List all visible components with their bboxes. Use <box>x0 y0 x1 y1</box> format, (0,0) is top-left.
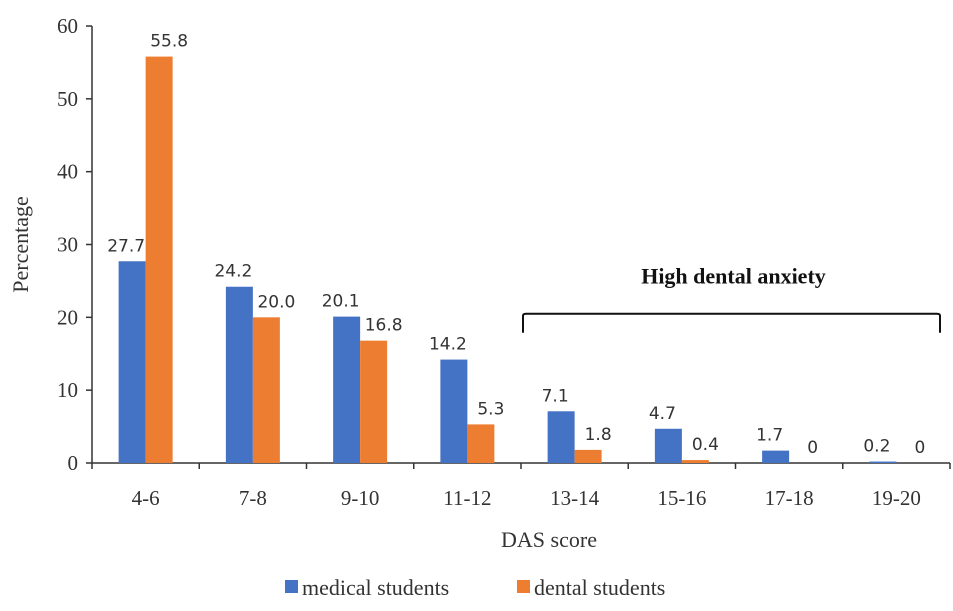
data-labels-group: 27.7 55.8 24.220.0 20.116.8 14.2 5.3 7.1 1.8 4.7… <box>107 32 925 458</box>
data-label-dental-19-20: 0 <box>914 438 925 458</box>
x-tick-label: 13-14 <box>550 486 599 510</box>
bar-medical-4-6 <box>118 261 146 463</box>
data-label-dental-9-10: 16.8 <box>365 316 403 336</box>
bar-medical-7-8 <box>225 286 253 463</box>
legend-swatch-dental <box>517 580 530 593</box>
data-label-medical-4-6: 27.7 <box>107 236 145 256</box>
high-anxiety-annotation: High dental anxiety <box>522 264 941 333</box>
x-tick-group: 4-6 7-8 9-10 11-12 13-14 15-16 17-18 19-20 <box>91 463 951 510</box>
x-tick-label: 9-10 <box>341 486 380 510</box>
data-label-medical-19-20: 0.2 <box>863 437 890 457</box>
y-tick-label: 0 <box>68 451 79 475</box>
y-axis-title: Percentage <box>8 196 33 293</box>
data-label-dental-17-18: 0 <box>807 438 818 458</box>
bar-medical-15-16 <box>654 428 682 463</box>
bar-dental-11-12 <box>467 424 495 463</box>
data-label-dental-4-6: 55.8 <box>150 32 188 52</box>
data-label-medical-17-18: 1.7 <box>756 426 783 446</box>
data-label-medical-13-14: 7.1 <box>542 386 569 406</box>
y-tick-label: 10 <box>57 378 78 402</box>
legend-swatch-medical <box>285 580 298 593</box>
bar-dental-4-6 <box>145 56 173 464</box>
annotation-label: High dental anxiety <box>641 264 826 289</box>
bar-medical-19-20 <box>869 461 897 463</box>
x-tick-label: 4-6 <box>132 486 160 510</box>
data-label-dental-15-16: 0.4 <box>692 435 719 455</box>
x-tick-label: 19-20 <box>872 486 921 510</box>
bar-medical-13-14 <box>547 411 575 463</box>
data-label-dental-7-8: 20.0 <box>257 292 295 312</box>
data-label-medical-11-12: 14.2 <box>429 335 467 355</box>
data-label-medical-15-16: 4.7 <box>649 404 676 424</box>
bar-dental-13-14 <box>574 449 602 463</box>
y-tick-label: 20 <box>57 305 78 329</box>
data-label-medical-9-10: 20.1 <box>322 292 360 312</box>
x-tick-label: 15-16 <box>657 486 706 510</box>
x-tick-label: 7-8 <box>239 486 267 510</box>
legend: medical students dental students <box>285 575 665 600</box>
legend-label-medical: medical students <box>302 575 449 600</box>
x-tick-label: 17-18 <box>765 486 814 510</box>
bar-medical-11-12 <box>440 359 468 463</box>
legend-label-dental: dental students <box>534 575 665 600</box>
bar-dental-9-10 <box>360 340 388 463</box>
bar-dental-7-8 <box>252 317 280 463</box>
bar-medical-17-18 <box>762 450 790 463</box>
y-tick-label: 30 <box>57 233 78 257</box>
data-label-dental-11-12: 5.3 <box>477 399 504 419</box>
x-axis-title: DAS score <box>501 527 597 552</box>
y-tick-label: 40 <box>57 160 78 184</box>
bars-group <box>118 56 897 464</box>
y-tick-label: 50 <box>57 87 78 111</box>
data-label-medical-7-8: 24.2 <box>214 262 252 282</box>
annotation-bracket <box>522 312 941 333</box>
y-tick-group: 0 10 20 30 40 50 60 <box>57 14 92 475</box>
bar-medical-9-10 <box>333 316 361 463</box>
data-label-dental-13-14: 1.8 <box>585 425 612 445</box>
y-tick-label: 60 <box>57 14 78 38</box>
bar-dental-15-16 <box>681 460 709 463</box>
x-tick-label: 11-12 <box>443 486 491 510</box>
